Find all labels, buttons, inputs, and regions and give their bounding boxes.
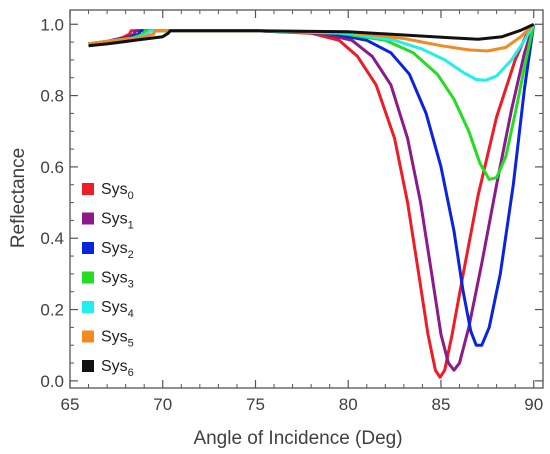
legend-swatch-sys-1 [82, 212, 94, 225]
legend-label-sys-4: Sys4 [101, 299, 134, 320]
legend-label-sys-5: Sys5 [101, 329, 134, 350]
y-tick-label: 0.6 [40, 158, 64, 177]
y-tick-label: 0.4 [40, 229, 64, 248]
legend-label-sys-6: Sys6 [101, 358, 134, 379]
legend-swatch-sys-4 [82, 301, 94, 313]
x-tick-label: 65 [61, 395, 80, 414]
series-line-sys-2 [88, 24, 536, 347]
series-line-sys-3 [88, 23, 536, 181]
series-layer [88, 22, 536, 379]
series-line-sys-0 [88, 23, 535, 379]
legend: Sys0 Sys1 Sys2 Sys3 Sys4 Sys5 Sys6 [82, 181, 134, 379]
series-line-sys-6 [88, 22, 535, 48]
x-tick-label: 90 [524, 395, 543, 414]
legend-swatch-sys-3 [82, 271, 94, 284]
x-tick-label: 70 [153, 395, 172, 414]
plot-frame [69, 9, 544, 389]
legend-swatch-sys-5 [82, 330, 94, 343]
y-tick-label: 0.8 [40, 87, 64, 106]
x-tick-label: 75 [246, 395, 265, 414]
y-tick-label: 1.0 [40, 15, 64, 34]
x-tick-label: 80 [339, 395, 358, 414]
y-axis: 0.0 0.2 0.4 0.6 0.8 1.0 [40, 15, 543, 391]
x-tick-label: 85 [432, 395, 451, 414]
y-tick-label: 0.0 [40, 372, 64, 391]
x-axis: 65 70 75 80 85 90 [61, 10, 543, 414]
x-axis-title: Angle of Incidence (Deg) [193, 428, 402, 449]
legend-swatch-sys-2 [82, 242, 94, 254]
series-line-sys-1 [88, 23, 536, 372]
y-tick-label: 0.2 [40, 301, 64, 320]
legend-label-sys-0: Sys0 [101, 181, 134, 202]
legend-swatch-sys-6 [82, 360, 94, 372]
legend-label-sys-1: Sys1 [101, 211, 134, 232]
legend-swatch-sys-0 [82, 183, 94, 195]
legend-label-sys-2: Sys2 [101, 240, 134, 261]
y-axis-title: Reflectance [8, 148, 29, 248]
legend-label-sys-3: Sys3 [101, 270, 134, 291]
